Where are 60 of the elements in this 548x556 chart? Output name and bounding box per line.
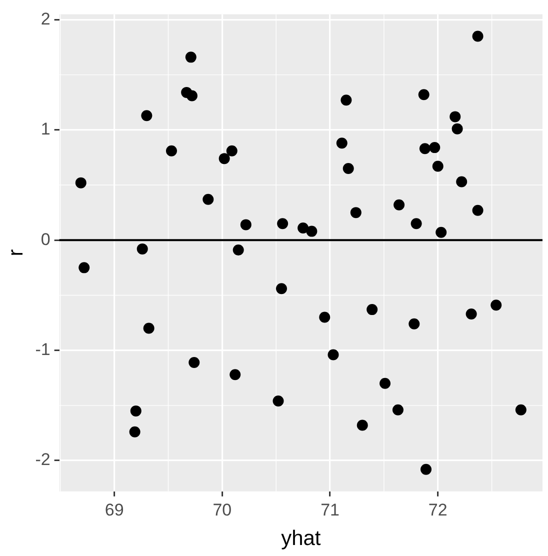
point xyxy=(166,145,177,156)
point xyxy=(230,369,241,380)
point xyxy=(202,194,214,205)
point xyxy=(350,207,362,218)
point xyxy=(306,226,318,237)
point xyxy=(129,426,140,438)
point xyxy=(342,162,354,174)
point xyxy=(272,396,284,407)
x-axis-title: yhat xyxy=(281,527,321,550)
point xyxy=(429,142,440,154)
point xyxy=(356,420,368,431)
y-tick-label: 1 xyxy=(40,120,50,139)
point xyxy=(419,143,430,154)
point xyxy=(472,204,484,216)
point xyxy=(340,94,352,106)
point xyxy=(188,356,200,368)
point xyxy=(141,110,152,122)
point xyxy=(143,322,154,334)
point xyxy=(452,123,463,134)
point xyxy=(319,312,330,323)
point xyxy=(466,308,477,320)
y-axis-title: r xyxy=(4,249,28,256)
point xyxy=(226,145,238,156)
y-tick-label: 0 xyxy=(40,230,50,249)
point xyxy=(276,283,287,294)
point xyxy=(232,244,244,256)
point xyxy=(392,404,404,416)
point xyxy=(277,218,288,230)
x-tick-label: 70 xyxy=(212,500,232,520)
point xyxy=(185,52,196,63)
point xyxy=(186,90,198,102)
point xyxy=(78,262,90,274)
point xyxy=(472,30,484,42)
y-tick-label: -2 xyxy=(35,450,50,470)
point xyxy=(450,111,461,122)
x-tick-label: 69 xyxy=(104,500,124,520)
point xyxy=(436,226,447,238)
point xyxy=(408,318,420,330)
point xyxy=(328,349,339,360)
point xyxy=(136,243,148,254)
x-tick-label: 72 xyxy=(428,500,448,520)
y-tick-label: -1 xyxy=(35,340,50,360)
point xyxy=(218,153,230,164)
point xyxy=(298,222,309,234)
point xyxy=(418,89,430,100)
point xyxy=(432,160,444,172)
point xyxy=(490,300,502,311)
point xyxy=(456,176,468,188)
point xyxy=(410,218,422,230)
point xyxy=(366,304,378,316)
y-tick-label: 2 xyxy=(40,9,50,28)
point xyxy=(240,219,252,230)
point xyxy=(394,199,405,210)
point xyxy=(336,138,348,149)
x-tick-label: 71 xyxy=(320,500,340,520)
point xyxy=(515,404,526,416)
point xyxy=(130,405,142,416)
point xyxy=(380,378,391,389)
point xyxy=(420,464,432,475)
point xyxy=(75,177,86,188)
